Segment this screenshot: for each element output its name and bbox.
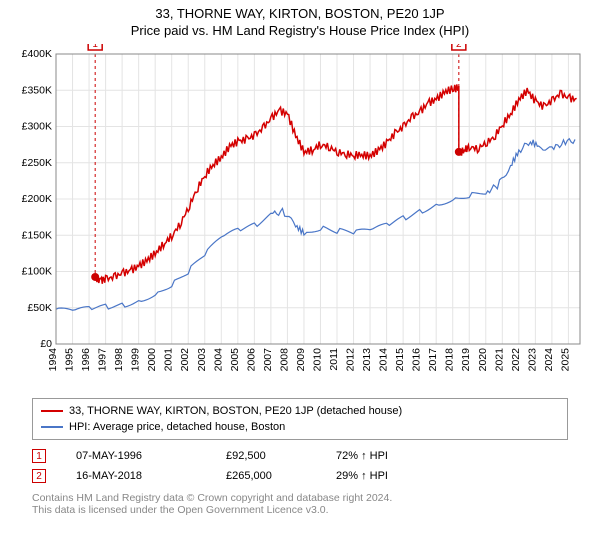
legend: 33, THORNE WAY, KIRTON, BOSTON, PE20 1JP… (32, 398, 568, 440)
svg-text:2002: 2002 (179, 348, 191, 372)
svg-text:2019: 2019 (460, 348, 472, 372)
svg-text:2015: 2015 (394, 348, 406, 372)
svg-text:1999: 1999 (130, 348, 142, 372)
svg-text:2012: 2012 (345, 348, 357, 372)
svg-text:2025: 2025 (559, 348, 571, 372)
chart-container: { "title1": "33, THORNE WAY, KIRTON, BOS… (0, 0, 600, 560)
marker-date-1: 07-MAY-1996 (76, 450, 196, 462)
svg-text:£50K: £50K (27, 302, 52, 314)
table-row: 1 07-MAY-1996 £92,500 72% ↑ HPI (32, 446, 568, 466)
svg-text:2016: 2016 (411, 348, 423, 372)
svg-text:2010: 2010 (311, 348, 323, 372)
svg-text:2005: 2005 (229, 348, 241, 372)
svg-text:1995: 1995 (64, 348, 76, 372)
footer: Contains HM Land Registry data © Crown c… (32, 492, 568, 516)
svg-text:£200K: £200K (22, 193, 52, 205)
marker-box-1: 1 (32, 449, 46, 463)
svg-text:1: 1 (92, 44, 98, 50)
svg-text:£150K: £150K (22, 229, 52, 241)
svg-text:2003: 2003 (196, 348, 208, 372)
svg-text:1998: 1998 (113, 348, 125, 372)
svg-text:2011: 2011 (328, 348, 340, 371)
svg-text:2020: 2020 (477, 348, 489, 372)
svg-text:2007: 2007 (262, 348, 274, 372)
svg-text:2017: 2017 (427, 348, 439, 372)
legend-label-hpi: HPI: Average price, detached house, Bost… (69, 421, 285, 433)
legend-label-property: 33, THORNE WAY, KIRTON, BOSTON, PE20 1JP… (69, 405, 402, 417)
chart-area: £0£50K£100K£150K£200K£250K£300K£350K£400… (12, 44, 588, 394)
svg-text:2022: 2022 (510, 348, 522, 372)
svg-text:1994: 1994 (47, 348, 59, 372)
titles: 33, THORNE WAY, KIRTON, BOSTON, PE20 1JP… (0, 0, 600, 38)
legend-swatch-property (41, 410, 63, 412)
svg-text:2014: 2014 (378, 348, 390, 372)
footer-line-2: This data is licensed under the Open Gov… (32, 504, 568, 516)
svg-text:£100K: £100K (22, 266, 52, 278)
svg-text:2021: 2021 (493, 348, 505, 372)
svg-text:2018: 2018 (444, 348, 456, 372)
markers-table: 1 07-MAY-1996 £92,500 72% ↑ HPI 2 16-MAY… (32, 446, 568, 486)
svg-text:£350K: £350K (22, 84, 52, 96)
svg-text:2004: 2004 (212, 348, 224, 372)
marker-delta-2: 29% ↑ HPI (336, 470, 388, 482)
legend-row-property: 33, THORNE WAY, KIRTON, BOSTON, PE20 1JP… (41, 403, 559, 419)
svg-text:£300K: £300K (22, 121, 52, 133)
svg-text:1996: 1996 (80, 348, 92, 372)
marker-box-2: 2 (32, 469, 46, 483)
title-address: 33, THORNE WAY, KIRTON, BOSTON, PE20 1JP (0, 6, 600, 21)
legend-swatch-hpi (41, 426, 63, 428)
footer-line-1: Contains HM Land Registry data © Crown c… (32, 492, 568, 504)
svg-text:2024: 2024 (543, 348, 555, 372)
chart-svg: £0£50K£100K£150K£200K£250K£300K£350K£400… (12, 44, 588, 394)
marker-delta-1: 72% ↑ HPI (336, 450, 388, 462)
title-subtitle: Price paid vs. HM Land Registry's House … (0, 23, 600, 38)
svg-text:2023: 2023 (526, 348, 538, 372)
marker-date-2: 16-MAY-2018 (76, 470, 196, 482)
svg-text:2013: 2013 (361, 348, 373, 372)
svg-text:2001: 2001 (163, 348, 175, 372)
svg-text:2000: 2000 (146, 348, 158, 372)
svg-text:2008: 2008 (278, 348, 290, 372)
marker-price-2: £265,000 (226, 470, 306, 482)
marker-price-1: £92,500 (226, 450, 306, 462)
svg-text:2: 2 (456, 44, 462, 50)
svg-text:2006: 2006 (245, 348, 257, 372)
legend-row-hpi: HPI: Average price, detached house, Bost… (41, 419, 559, 435)
table-row: 2 16-MAY-2018 £265,000 29% ↑ HPI (32, 466, 568, 486)
svg-text:£400K: £400K (22, 48, 52, 60)
svg-text:1997: 1997 (97, 348, 109, 372)
svg-text:£250K: £250K (22, 157, 52, 169)
svg-text:2009: 2009 (295, 348, 307, 372)
